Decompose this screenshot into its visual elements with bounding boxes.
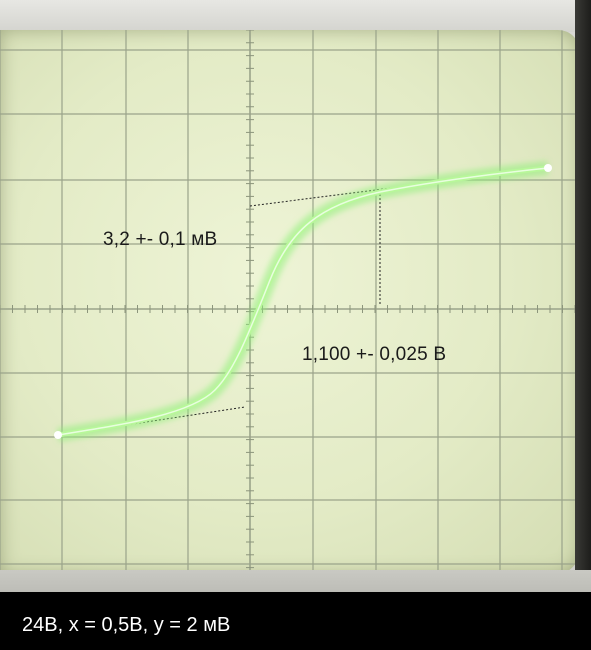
caption-bar	[0, 592, 591, 650]
trace-line	[57, 165, 549, 438]
oscilloscope-photo: 3,2 +- 0,1 мВ 1,100 +- 0,025 В	[0, 0, 591, 592]
caption-text: 24В, х = 0,5В, у = 2 мВ	[22, 614, 231, 636]
amplitude-annotation: 3,2 +- 0,1 мВ	[103, 229, 218, 250]
signal-trace	[54, 161, 552, 442]
oscilloscope-bezel-top	[0, 0, 591, 32]
voltage-annotation: 1,100 +- 0,025 В	[302, 344, 447, 365]
trace-core	[57, 167, 549, 436]
trace-start-dot	[54, 431, 62, 439]
measurement-guides	[59, 167, 549, 436]
oscilloscope-bezel-right	[575, 0, 591, 592]
oscilloscope-screen: 3,2 +- 0,1 мВ 1,100 +- 0,025 В	[0, 30, 580, 575]
trace-glow	[56, 161, 549, 442]
oscilloscope-graticule	[0, 30, 580, 575]
graticule-center-ticks	[0, 30, 576, 569]
graticule-grid	[0, 30, 580, 575]
trace-end-dot	[544, 164, 552, 172]
oscilloscope-bezel-bottom	[0, 570, 591, 592]
